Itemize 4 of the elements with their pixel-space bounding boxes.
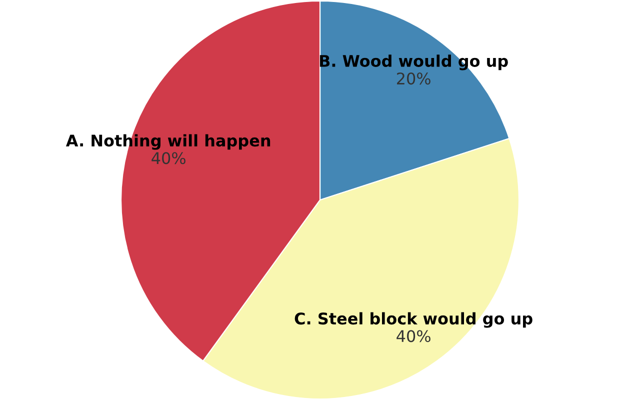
data-label: 20% [396, 72, 430, 85]
data-label: 40% [152, 152, 186, 164]
data-label: 40% [396, 330, 430, 342]
slice-label: C. Steel block would go up [294, 312, 532, 328]
